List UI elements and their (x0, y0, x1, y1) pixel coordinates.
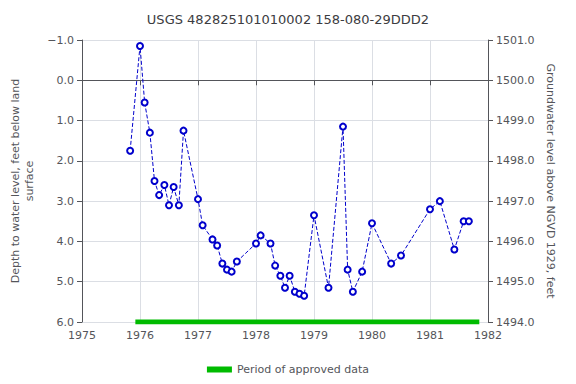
svg-text:1498.0: 1498.0 (496, 154, 535, 167)
svg-text:1980: 1980 (358, 329, 386, 342)
svg-text:0.0: 0.0 (57, 74, 75, 87)
svg-text:3.0: 3.0 (57, 195, 75, 208)
svg-text:1497.0: 1497.0 (496, 195, 535, 208)
svg-text:Depth to water level, feet bel: Depth to water level, feet below land (9, 79, 22, 284)
svg-text:1.0: 1.0 (57, 114, 75, 127)
svg-text:1975: 1975 (68, 329, 96, 342)
svg-text:1981: 1981 (416, 329, 444, 342)
svg-text:1499.0: 1499.0 (496, 114, 535, 127)
svg-text:5.0: 5.0 (57, 275, 75, 288)
svg-text:1501.0: 1501.0 (496, 34, 535, 47)
svg-text:1979: 1979 (300, 329, 328, 342)
svg-text:2.0: 2.0 (57, 154, 75, 167)
svg-text:Period of approved data: Period of approved data (237, 363, 369, 376)
svg-text:1978: 1978 (242, 329, 270, 342)
svg-text:USGS 482825101010002 158-080-2: USGS 482825101010002 158-080-29DDD2 (147, 12, 429, 27)
svg-text:1495.0: 1495.0 (496, 275, 535, 288)
svg-text:1976: 1976 (126, 329, 154, 342)
svg-text:1494.0: 1494.0 (496, 316, 535, 329)
svg-text:1496.0: 1496.0 (496, 235, 535, 248)
svg-text:1977: 1977 (184, 329, 212, 342)
svg-text:6.0: 6.0 (57, 316, 75, 329)
svg-text:4.0: 4.0 (57, 235, 75, 248)
svg-text:Groundwater level above NGVD 1: Groundwater level above NGVD 1929, feet (544, 63, 557, 299)
svg-text:−1.0: −1.0 (47, 34, 74, 47)
svg-text:1982: 1982 (474, 329, 502, 342)
svg-text:surface: surface (23, 160, 36, 201)
svg-text:1500.0: 1500.0 (496, 74, 535, 87)
